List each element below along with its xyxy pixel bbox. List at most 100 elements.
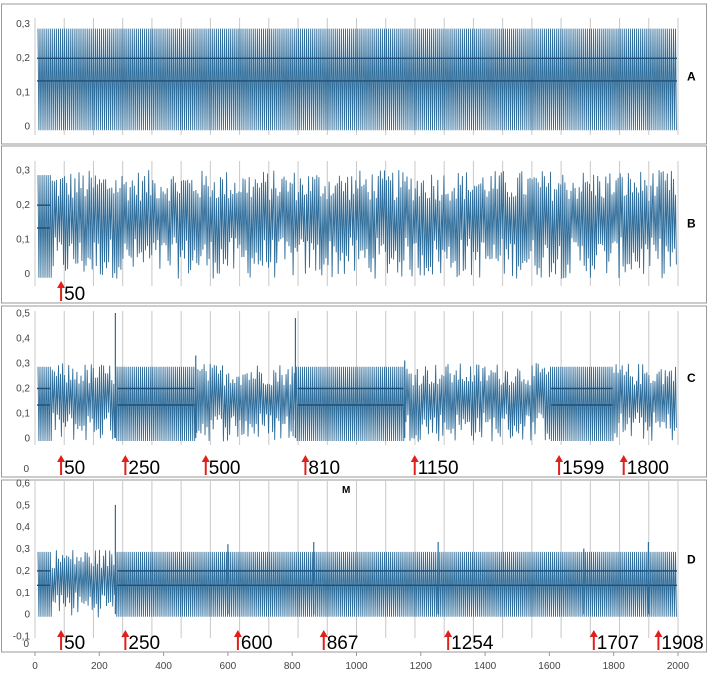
y-tick-label: 0,6 — [16, 479, 30, 490]
event-arrowhead — [121, 455, 130, 462]
event-label: 600 — [241, 633, 273, 654]
panel-label: B — [687, 217, 696, 231]
y-tick-label: 0 — [24, 434, 30, 445]
event-marker: 600 — [233, 630, 273, 654]
y-tick-label: 0,3 — [16, 359, 30, 370]
y-tick-label: -0,1 — [13, 632, 31, 643]
x-tick-label: 800 — [284, 661, 301, 672]
event-label: 250 — [128, 633, 160, 654]
panel-border — [1, 3, 707, 145]
panel-border — [1, 479, 707, 653]
y-tick-label: 0,2 — [16, 384, 30, 395]
event-arrowhead — [589, 630, 598, 637]
event-label: 1800 — [627, 458, 669, 479]
x-zero-label: 0 — [23, 464, 29, 475]
y-tick-label: 0,1 — [16, 588, 30, 599]
x-tick-label: 2000 — [667, 661, 690, 672]
event-label: 50 — [64, 458, 85, 479]
event-label: 1150 — [418, 458, 459, 479]
event-arrowhead — [319, 630, 328, 637]
event-marker: 1707 — [589, 630, 639, 654]
y-tick-label: 0,5 — [16, 500, 30, 511]
x-axis: 0 200 400 600 800 1000 1200 1400 1600 1800 2000 — [32, 652, 690, 672]
panel-label: A — [687, 70, 696, 84]
event-arrowhead — [444, 630, 453, 637]
event-marker: 1254 — [444, 630, 494, 654]
event-marker: 1599 — [555, 455, 604, 479]
event-label: 50 — [64, 633, 85, 654]
event-marker: 1800 — [619, 455, 669, 479]
x-tick-label: 1600 — [538, 661, 561, 672]
x-tick-label: 400 — [155, 661, 172, 672]
panel-b: 0 0,1 0,2 0,3 B 50 — [1, 145, 707, 305]
event-arrowhead — [410, 455, 419, 462]
event-arrowhead — [233, 630, 242, 637]
x-tick-label: 200 — [91, 661, 108, 672]
panel-border — [1, 305, 707, 478]
y-tick-label: 0 — [24, 269, 30, 280]
panel-label: D — [687, 553, 696, 567]
event-label: 1908 — [661, 633, 703, 654]
event-arrowhead — [57, 281, 66, 288]
y-tick-label: 0,1 — [16, 235, 30, 246]
y-tick-label: 0,3 — [16, 19, 30, 30]
event-arrowhead — [57, 455, 66, 462]
event-marker: 50 — [57, 630, 85, 654]
x-tick-label: 600 — [220, 661, 237, 672]
panel-title: M — [342, 485, 350, 496]
event-label: 810 — [308, 458, 340, 479]
event-marker: 500 — [201, 455, 241, 479]
x-zero-label: 0 — [23, 639, 29, 650]
event-arrowhead — [57, 630, 66, 637]
event-marker: 250 — [121, 455, 160, 479]
y-tick-label: 0,3 — [16, 544, 30, 555]
panel-label: C — [687, 371, 696, 385]
event-marker: 1150 — [410, 455, 459, 479]
y-tick-label: 0,5 — [16, 309, 30, 320]
series-line — [37, 549, 677, 618]
y-tick-label: 0,3 — [16, 165, 30, 176]
y-tick-label: 0,2 — [16, 200, 30, 211]
event-label: 500 — [209, 458, 241, 479]
series-line — [37, 363, 677, 442]
y-tick-label: 0,1 — [16, 87, 30, 98]
y-tick-label: 0,4 — [16, 522, 30, 533]
panel-c: 0 0,1 0,2 0,3 0,4 0,5 C 0 50 250 500 810 1150 1599 180… — [1, 305, 707, 479]
event-marker: 810 — [301, 455, 340, 479]
event-arrowhead — [654, 630, 663, 637]
y-tick-label: 0,2 — [16, 566, 30, 577]
event-label: 50 — [64, 284, 85, 305]
series-line — [37, 170, 677, 279]
event-marker: 1908 — [654, 630, 704, 654]
event-arrowhead — [555, 455, 564, 462]
event-label: 1707 — [597, 633, 639, 654]
event-arrowhead — [201, 455, 210, 462]
x-tick-label: 1400 — [474, 661, 497, 672]
y-tick-label: 0,4 — [16, 334, 30, 345]
panel-border — [1, 145, 707, 304]
event-marker: 50 — [57, 455, 85, 479]
x-tick-label: 1200 — [410, 661, 433, 672]
event-arrowhead — [121, 630, 130, 637]
x-tick-label: 1800 — [603, 661, 626, 672]
event-label: 250 — [128, 458, 160, 479]
event-label: 867 — [327, 633, 359, 654]
panel-a: 0 0,1 0,2 0,3 A — [1, 3, 707, 145]
y-tick-label: 0 — [24, 610, 30, 621]
y-tick-label: 0,1 — [16, 409, 30, 420]
panels-group: 00,10,20,3A00,10,20,3B5000,10,20,30,40,5… — [1, 3, 707, 672]
event-marker: 250 — [121, 630, 160, 654]
y-tick-label: 0 — [24, 122, 30, 133]
x-tick-label: 1000 — [345, 661, 368, 672]
event-label: 1599 — [562, 458, 604, 479]
event-marker: 50 — [57, 281, 85, 305]
y-tick-label: 0,2 — [16, 53, 30, 64]
event-arrowhead — [619, 455, 628, 462]
event-label: 1254 — [451, 633, 494, 654]
series-line — [37, 28, 677, 131]
event-arrowhead — [301, 455, 310, 462]
event-marker: 867 — [319, 630, 359, 654]
x-tick-label: 0 — [32, 661, 38, 672]
